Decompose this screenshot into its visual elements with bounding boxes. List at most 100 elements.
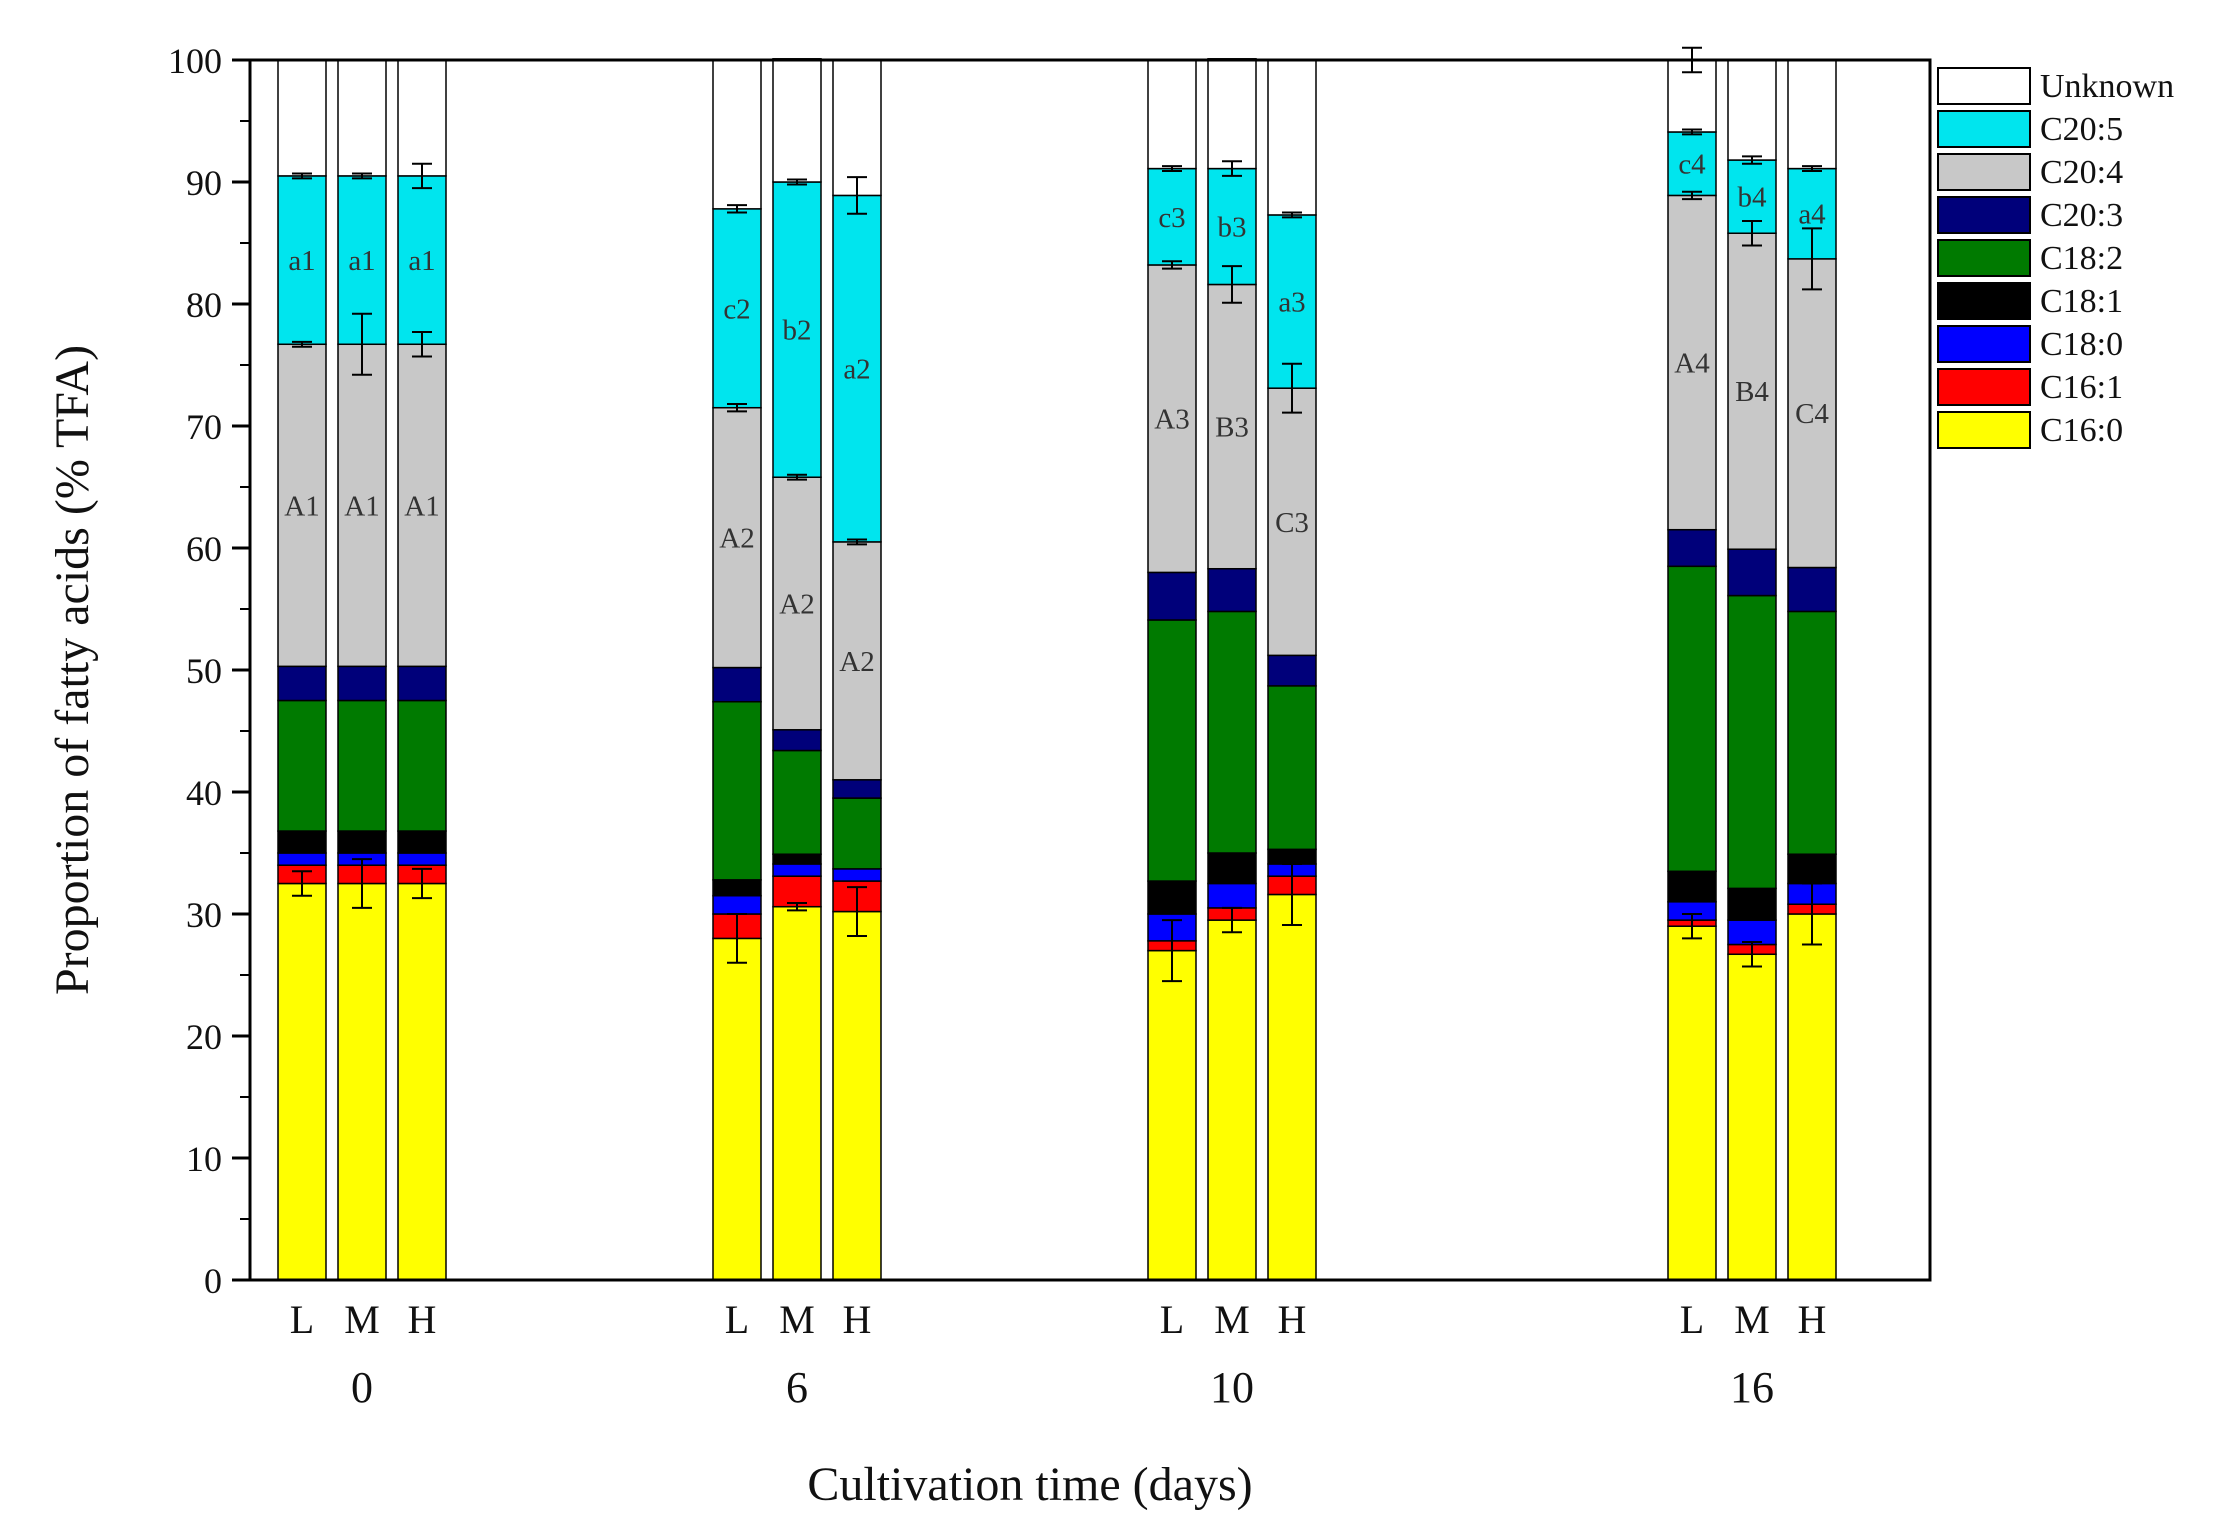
x-condition-label-m: M: [344, 1297, 380, 1342]
bar-segment-c16-0-h-6: [832, 910, 882, 1281]
error-bars-layer: [292, 46, 1822, 983]
bar-segment-c18-1-h-0: [397, 830, 447, 854]
y-tick-label: 10: [186, 1139, 222, 1179]
bar-segment-c20-4-l-10: [1147, 264, 1197, 574]
x-group-label-day-0: 0: [351, 1363, 373, 1412]
bar-segment-c16-0-m-6: [772, 905, 822, 1281]
bar-segment-unknown-m-10: [1207, 58, 1257, 170]
bar-segment-c18-2-m-0: [337, 699, 387, 832]
bar-segment-c20-4-h-6: [832, 541, 882, 781]
bar-segment-c20-3-l-0: [277, 665, 327, 702]
significance-label: a4: [1798, 199, 1826, 231]
legend-label-c18-2: C18:2: [2040, 240, 2123, 277]
bar-segment-c18-2-l-6: [712, 700, 762, 881]
bar-segment-c16-1-m-6: [772, 875, 822, 908]
significance-label: A1: [344, 490, 379, 522]
significance-label: A1: [284, 490, 319, 522]
bar-segment-c20-4-m-10: [1207, 283, 1257, 570]
significance-label: B4: [1735, 376, 1769, 408]
bar-segment-c18-0-l-0: [277, 852, 327, 866]
legend-label-c16-1: C16:1: [2040, 369, 2123, 406]
bar-segment-c18-1-h-16: [1787, 853, 1837, 885]
bar-segment-c18-2-h-10: [1267, 685, 1317, 851]
x-condition-label-h: H: [408, 1297, 437, 1342]
bar-segment-c16-0-l-6: [712, 937, 762, 1281]
bar-segment-c18-1-m-0: [337, 830, 387, 854]
significance-label: A2: [779, 589, 814, 621]
bar-segment-c20-5-l-10: [1147, 167, 1197, 266]
bar-segment-c18-1-l-16: [1667, 870, 1717, 903]
x-group-label-day-16: 16: [1730, 1363, 1774, 1412]
bar-segment-unknown-h-0: [397, 59, 447, 177]
bar-segment-c20-3-l-10: [1147, 571, 1197, 621]
bar-segment-c18-1-l-0: [277, 830, 327, 854]
bar-segment-c20-3-m-10: [1207, 567, 1257, 613]
significance-label: A4: [1674, 348, 1710, 380]
x-group-label-day-6: 6: [786, 1363, 808, 1412]
significance-label: A2: [839, 646, 874, 678]
bar-segment-c18-0-l-6: [712, 894, 762, 915]
bar-segment-c18-1-l-10: [1147, 880, 1197, 915]
bar-segment-c18-2-h-0: [397, 699, 447, 832]
x-group-label-day-10: 10: [1210, 1363, 1254, 1412]
legend-swatch-c20-4: [1937, 153, 2031, 191]
bar-segment-c18-0-m-10: [1207, 882, 1257, 909]
significance-label: a2: [843, 354, 870, 386]
x-condition-label-l: L: [725, 1297, 749, 1342]
bar-segment-c18-0-h-0: [397, 852, 447, 866]
significance-label: C3: [1275, 507, 1309, 539]
legend-label-c20-3: C20:3: [2040, 197, 2123, 234]
x-condition-label-l: L: [1680, 1297, 1704, 1342]
bar-segment-c18-2-h-6: [832, 797, 882, 870]
legend-swatch-c18-2: [1937, 239, 2031, 277]
x-condition-label-m: M: [1734, 1297, 1770, 1342]
bar-segment-c18-1-m-10: [1207, 852, 1257, 885]
significance-label: b3: [1218, 212, 1247, 244]
legend-label-c20-5: C20:5: [2040, 111, 2123, 148]
x-condition-label-m: M: [1214, 1297, 1250, 1342]
bar-segment-c18-2-l-10: [1147, 619, 1197, 882]
bar-segment-c18-2-l-16: [1667, 565, 1717, 873]
y-tick-label: 40: [186, 773, 222, 813]
x-condition-label-h: H: [1278, 1297, 1307, 1342]
legend-label-c16-0: C16:0: [2040, 412, 2123, 449]
legend-swatch-c20-3: [1937, 196, 2031, 234]
bar-segment-c20-4-l-16: [1667, 194, 1717, 531]
significance-label: a1: [288, 245, 315, 277]
legend-swatch-c16-0: [1937, 411, 2031, 449]
y-axis: 0 10 20 30 40 50 60 70 80 90 100: [168, 41, 250, 1301]
y-tick-label: 70: [186, 407, 222, 447]
significance-label: a1: [408, 245, 435, 277]
bar-segment-c20-4-l-6: [712, 406, 762, 669]
y-tick-label: 100: [168, 41, 222, 81]
x-axis-title: Cultivation time (days): [807, 1458, 1252, 1511]
significance-label: A1: [404, 490, 439, 522]
bar-segment-c18-2-m-16: [1727, 594, 1777, 890]
x-axis-labels: L M H L M H L M H L M H0 6 10 16: [290, 1297, 1827, 1412]
bar-segment-c16-0-m-0: [337, 882, 387, 1281]
x-condition-label-h: H: [843, 1297, 872, 1342]
bar-segment-c18-2-m-10: [1207, 610, 1257, 854]
bar-segment-c16-0-l-0: [277, 882, 327, 1281]
bar-segment-c16-0-m-16: [1727, 953, 1777, 1281]
significance-label: b2: [783, 315, 812, 347]
bar-segment-unknown-l-10: [1147, 59, 1197, 170]
bar-segment-unknown-h-10: [1267, 59, 1317, 216]
bar-segment-c20-3-h-0: [397, 665, 447, 702]
bar-segment-unknown-m-16: [1727, 59, 1777, 161]
y-tick-label: 60: [186, 529, 222, 569]
legend-label-c18-0: C18:0: [2040, 326, 2123, 363]
legend-swatch-c20-5: [1937, 110, 2031, 148]
bar-segment-c18-0-m-6: [772, 863, 822, 877]
y-tick-label: 30: [186, 895, 222, 935]
bar-segment-c16-0-h-10: [1267, 893, 1317, 1281]
bar-segment-c18-1-l-6: [712, 879, 762, 897]
significance-label: a1: [348, 245, 375, 277]
significance-label: c2: [723, 293, 750, 325]
bar-segment-c20-5-m-6: [772, 181, 822, 478]
bar-segment-c20-4-l-0: [277, 343, 327, 668]
bar-segment-c16-0-l-10: [1147, 949, 1197, 1281]
legend-label-unknown: Unknown: [2040, 68, 2174, 105]
y-tick-label: 50: [186, 651, 222, 691]
